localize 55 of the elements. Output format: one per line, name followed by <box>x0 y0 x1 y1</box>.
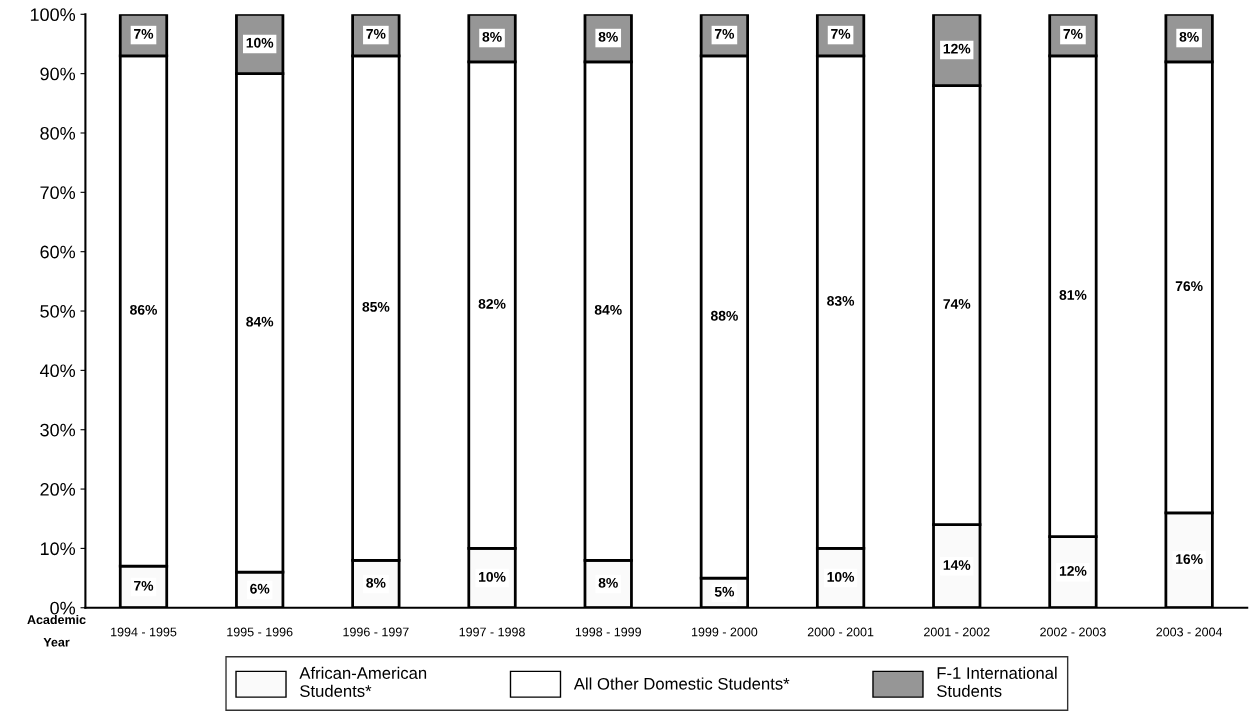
data-label: 7% <box>714 29 735 39</box>
x-tick-label: 1998 - 1999 <box>575 627 641 637</box>
data-label: 10% <box>246 37 274 48</box>
data-label: 12% <box>943 43 971 54</box>
data-label: 8% <box>598 577 618 588</box>
data-label: 7% <box>366 29 386 39</box>
data-label: 7% <box>134 580 154 591</box>
x-tick-label: 2001 - 2002 <box>924 627 990 637</box>
data-label: 86% <box>130 304 158 315</box>
data-label: 5% <box>714 586 735 597</box>
data-label: 76% <box>1175 281 1203 292</box>
data-label: 8% <box>366 577 386 588</box>
data-label: 6% <box>250 583 270 594</box>
y-tick-label: 40% <box>39 364 76 378</box>
data-label: 8% <box>1179 31 1199 42</box>
data-label: 10% <box>479 571 506 582</box>
x-tick-label: 2002 - 2003 <box>1040 627 1106 637</box>
data-label: 8% <box>482 31 502 42</box>
data-label: 82% <box>478 298 506 309</box>
legend-label: African-American Students* <box>299 666 427 697</box>
y-tick-label: 60% <box>40 245 76 259</box>
data-label: 85% <box>362 301 390 312</box>
x-tick-label: 2003 - 2004 <box>1156 627 1223 637</box>
data-label: 7% <box>1063 29 1083 39</box>
y-tick-label: 80% <box>40 126 76 140</box>
x-tick-label: 1996 - 1997 <box>343 627 409 637</box>
x-axis-title: Academic Year <box>27 614 86 647</box>
legend-label: All Other Domestic Students* <box>573 677 790 690</box>
data-label: 16% <box>1176 554 1203 564</box>
x-tick-label: 1994 - 1995 <box>111 627 177 637</box>
data-label: 74% <box>943 299 971 309</box>
y-tick-label: 90% <box>40 67 76 81</box>
data-label: 83% <box>827 296 855 306</box>
data-label: 8% <box>598 31 618 42</box>
y-tick-label: 0% <box>50 601 76 615</box>
x-tick-label: 1997 - 1998 <box>459 627 525 637</box>
data-label: 84% <box>594 304 622 315</box>
data-label: 7% <box>831 29 851 39</box>
y-tick-label: 30% <box>40 423 76 437</box>
data-label: 88% <box>710 310 738 321</box>
y-tick-label: 70% <box>40 186 76 200</box>
data-label: 14% <box>943 560 971 570</box>
data-label: 12% <box>1059 566 1087 576</box>
y-tick-label: 20% <box>40 482 76 496</box>
x-tick-label: 1995 - 1996 <box>227 627 293 637</box>
y-tick-label: 50% <box>40 304 76 318</box>
y-tick-label: 100% <box>30 8 76 22</box>
data-label: 7% <box>134 29 154 39</box>
data-label: 81% <box>1059 290 1087 300</box>
data-label: 84% <box>246 316 274 327</box>
legend-label: F-1 International Students <box>937 666 1057 697</box>
data-label: 10% <box>827 571 855 582</box>
x-tick-label: 2000 - 2001 <box>807 627 874 637</box>
y-tick-label: 10% <box>40 542 76 556</box>
x-tick-label: 1999 - 2000 <box>691 627 758 637</box>
